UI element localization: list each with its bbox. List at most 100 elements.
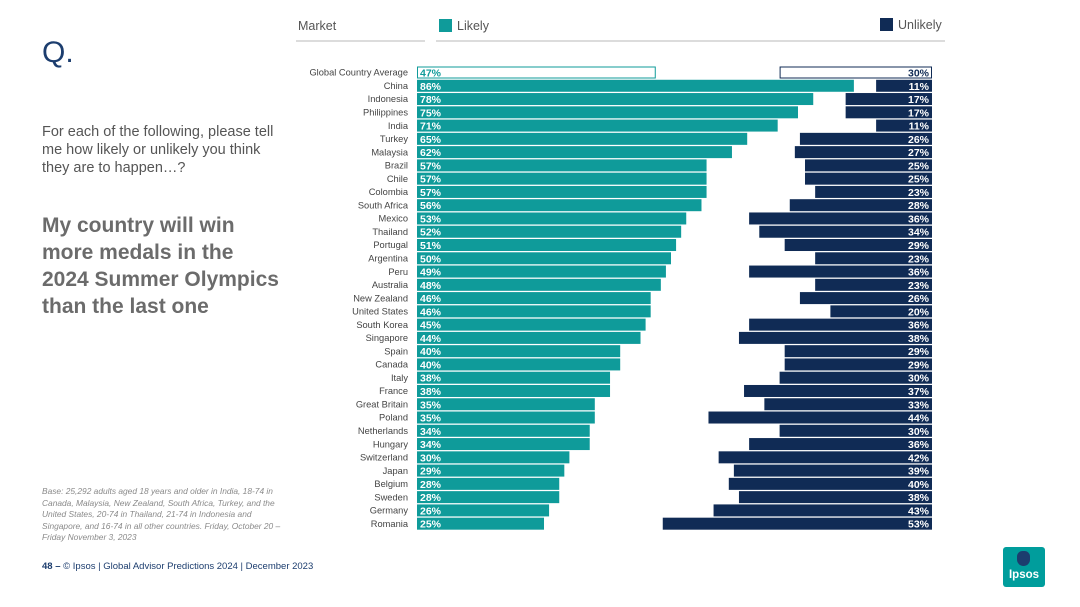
unlikely-value-label: 42% bbox=[908, 452, 930, 464]
market-label: Indonesia bbox=[368, 94, 409, 104]
likely-bar bbox=[417, 398, 595, 411]
likely-value-label: 35% bbox=[420, 413, 442, 425]
likely-value-label: 34% bbox=[420, 439, 442, 451]
market-label: Italy bbox=[391, 373, 408, 383]
market-label: Argentina bbox=[368, 253, 409, 263]
unlikely-value-label: 17% bbox=[908, 107, 930, 119]
unlikely-bar bbox=[845, 106, 932, 119]
likely-value-label: 56% bbox=[420, 200, 442, 212]
likely-value-label: 57% bbox=[420, 187, 442, 199]
likely-bar bbox=[417, 318, 646, 331]
likely-value-label: 28% bbox=[420, 492, 442, 504]
market-label: Mexico bbox=[379, 214, 408, 224]
likely-bar bbox=[417, 371, 611, 384]
market-label: Singapore bbox=[366, 333, 408, 343]
likely-legend-label: Likely bbox=[457, 19, 490, 33]
unlikely-value-label: 36% bbox=[908, 267, 930, 279]
likely-bar bbox=[417, 159, 707, 172]
unlikely-bar bbox=[805, 159, 932, 172]
unlikely-bar bbox=[845, 93, 932, 106]
market-label: Philippines bbox=[363, 108, 408, 118]
unlikely-bar bbox=[749, 212, 932, 225]
market-label: Thailand bbox=[372, 227, 408, 237]
unlikely-legend-swatch bbox=[880, 18, 893, 31]
unlikely-bar bbox=[749, 438, 932, 451]
likely-bar bbox=[417, 199, 702, 212]
question-text: For each of the following, please tell m… bbox=[42, 124, 274, 176]
market-label: Japan bbox=[383, 466, 408, 476]
market-label: Romania bbox=[371, 519, 409, 529]
unlikely-bar bbox=[784, 345, 932, 358]
unlikely-value-label: 36% bbox=[908, 439, 930, 451]
unlikely-bar bbox=[749, 265, 932, 278]
market-label: South Africa bbox=[358, 200, 409, 210]
likely-value-label: 75% bbox=[420, 107, 442, 119]
unlikely-value-label: 39% bbox=[908, 466, 930, 478]
logo-text: Ipsos bbox=[1008, 569, 1040, 581]
likely-bar bbox=[417, 292, 651, 305]
unlikely-value-label: 28% bbox=[908, 200, 930, 212]
market-label: Germany bbox=[370, 506, 409, 516]
market-label: China bbox=[384, 81, 409, 91]
unlikely-value-label: 20% bbox=[908, 306, 930, 318]
market-header: Market bbox=[298, 19, 337, 33]
unlikely-value-label: 23% bbox=[908, 187, 930, 199]
likely-value-label: 29% bbox=[420, 466, 442, 478]
likely-bar bbox=[417, 451, 570, 464]
unlikely-bar bbox=[805, 172, 932, 185]
market-label: Spain bbox=[384, 346, 408, 356]
unlikely-bar bbox=[779, 66, 932, 79]
unlikely-value-label: 27% bbox=[908, 147, 930, 159]
unlikely-bar bbox=[728, 477, 932, 490]
market-label: Australia bbox=[372, 280, 409, 290]
likely-value-label: 48% bbox=[420, 280, 442, 292]
unlikely-value-label: 53% bbox=[908, 519, 930, 531]
market-label: South Korea bbox=[356, 320, 409, 330]
unlikely-value-label: 26% bbox=[908, 293, 930, 305]
market-label: India bbox=[388, 121, 409, 131]
unlikely-value-label: 43% bbox=[908, 505, 930, 517]
likely-value-label: 47% bbox=[420, 68, 442, 80]
unlikely-value-label: 44% bbox=[908, 413, 930, 425]
market-label: New Zealand bbox=[353, 293, 408, 303]
unlikely-value-label: 25% bbox=[908, 160, 930, 172]
ipsos-logo: Ipsos bbox=[1003, 547, 1045, 587]
market-label: France bbox=[379, 386, 408, 396]
likely-bar bbox=[417, 345, 621, 358]
unlikely-value-label: 26% bbox=[908, 134, 930, 146]
unlikely-bar bbox=[749, 318, 932, 331]
unlikely-value-label: 11% bbox=[909, 121, 930, 133]
likely-bar bbox=[417, 172, 707, 185]
likely-bar bbox=[417, 491, 560, 504]
likely-value-label: 53% bbox=[420, 213, 442, 225]
likely-bar bbox=[417, 119, 778, 132]
likely-bar bbox=[417, 477, 560, 490]
unlikely-bar bbox=[815, 278, 932, 291]
unlikely-value-label: 29% bbox=[908, 346, 930, 358]
likely-value-label: 71% bbox=[420, 121, 442, 133]
unlikely-value-label: 25% bbox=[908, 174, 930, 186]
likely-value-label: 35% bbox=[420, 399, 442, 411]
likely-value-label: 26% bbox=[420, 505, 442, 517]
unlikely-value-label: 29% bbox=[908, 359, 930, 371]
likely-value-label: 25% bbox=[420, 519, 442, 531]
market-label: Malaysia bbox=[371, 147, 409, 157]
likely-bar bbox=[417, 265, 666, 278]
market-label: Great Britain bbox=[356, 399, 408, 409]
unlikely-value-label: 23% bbox=[908, 253, 930, 265]
unlikely-bar bbox=[815, 252, 932, 265]
likely-value-label: 40% bbox=[420, 346, 442, 358]
likely-value-label: 52% bbox=[420, 227, 442, 239]
likely-bar bbox=[417, 504, 550, 517]
unlikely-bar bbox=[789, 199, 932, 212]
likely-bar bbox=[417, 185, 707, 198]
unlikely-value-label: 34% bbox=[908, 227, 930, 239]
market-label: Belgium bbox=[374, 479, 408, 489]
likely-value-label: 86% bbox=[420, 81, 442, 93]
likely-value-label: 46% bbox=[420, 293, 442, 305]
likely-bar bbox=[417, 79, 854, 92]
unlikely-value-label: 30% bbox=[908, 68, 930, 80]
unlikely-value-label: 29% bbox=[908, 240, 930, 252]
likely-bar bbox=[417, 132, 748, 145]
likely-value-label: 34% bbox=[420, 426, 442, 438]
